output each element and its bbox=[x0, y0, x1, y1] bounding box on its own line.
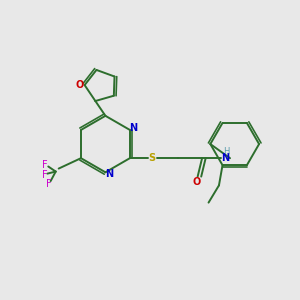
Text: O: O bbox=[75, 80, 83, 90]
Text: F: F bbox=[46, 179, 52, 189]
Text: N: N bbox=[129, 124, 137, 134]
Text: H: H bbox=[224, 147, 230, 156]
Text: S: S bbox=[148, 153, 156, 163]
Text: O: O bbox=[192, 177, 200, 187]
Text: F: F bbox=[43, 160, 48, 170]
Text: N: N bbox=[105, 169, 113, 179]
Text: F: F bbox=[42, 170, 47, 180]
Text: N: N bbox=[221, 153, 229, 163]
